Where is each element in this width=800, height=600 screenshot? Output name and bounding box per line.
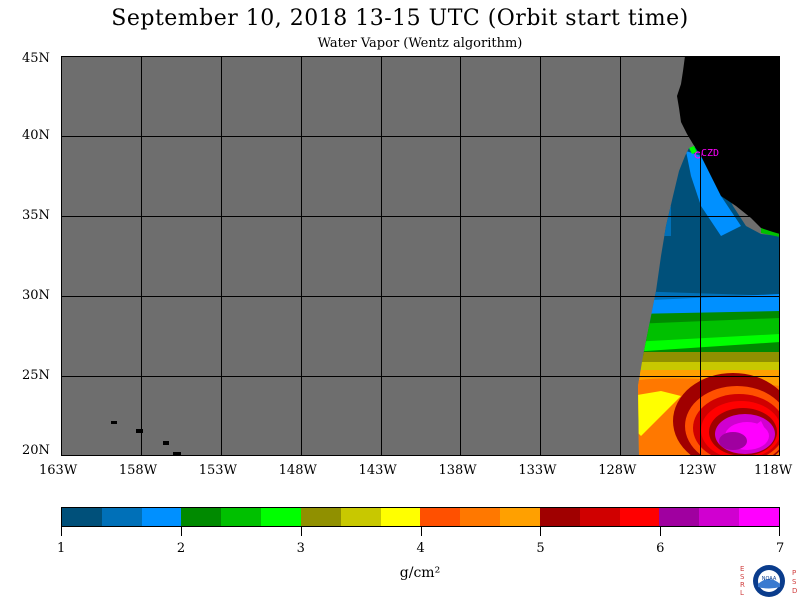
- lon-label: 138W: [438, 463, 477, 478]
- colorbar-segment: [460, 508, 501, 526]
- colorbar-segment: [579, 508, 620, 526]
- colorbar-segment: [300, 508, 341, 526]
- lat-label: 45N: [22, 51, 50, 66]
- colorbar-segment: [699, 508, 740, 526]
- lat-label: 30N: [22, 288, 50, 303]
- lon-label: 133W: [518, 463, 557, 478]
- colorbar-tick-mark: [660, 527, 661, 536]
- colorbar-segment: [340, 508, 381, 526]
- colorbar-tick-label: 4: [416, 541, 425, 556]
- noaa-logo: E S R L NOAA P S D: [740, 565, 797, 597]
- colorbar-segment: [659, 508, 700, 526]
- colorbar-segment: [420, 508, 461, 526]
- lon-label: 118W: [754, 463, 793, 478]
- lon-label: 123W: [678, 463, 717, 478]
- lon-label: 163W: [39, 463, 78, 478]
- colorbar-tick-mark: [779, 527, 780, 536]
- colorbar-segment: [101, 508, 142, 526]
- colorbar-tick-label: 3: [296, 541, 305, 556]
- logo-letter-l: L: [740, 589, 744, 597]
- lat-lon-grid: [61, 56, 780, 456]
- colorbar-tick-label: 1: [57, 541, 66, 556]
- chart-subtitle: Water Vapor (Wentz algorithm): [317, 36, 523, 51]
- colorbar-tick-mark: [301, 527, 302, 536]
- colorbar-tick-label: 5: [536, 541, 545, 556]
- colorbar: [61, 507, 780, 527]
- water-vapor-map: CZD: [61, 56, 780, 456]
- colorbar-segment: [261, 508, 301, 526]
- logo-text: NOAA: [762, 576, 777, 582]
- colorbar-unit: g/cm²: [399, 565, 441, 581]
- chart-title: September 10, 2018 13-15 UTC (Orbit star…: [111, 6, 689, 31]
- colorbar-tick-mark: [421, 527, 422, 536]
- lon-label: 158W: [118, 463, 158, 478]
- colorbar-tick-mark: [61, 527, 62, 536]
- lon-label: 143W: [358, 463, 397, 478]
- logo-letter-d: D: [792, 587, 797, 595]
- colorbar-segment: [619, 508, 660, 526]
- lat-label: 35N: [22, 208, 50, 223]
- colorbar-tick-label: 2: [176, 541, 186, 556]
- colorbar-segment: [500, 508, 540, 526]
- colorbar-segment: [739, 508, 779, 526]
- logo-letter-s: S: [740, 573, 745, 581]
- lon-label: 153W: [198, 463, 237, 478]
- colorbar-segment: [181, 508, 222, 526]
- lat-label: 40N: [22, 128, 50, 143]
- colorbar-segment: [141, 508, 182, 526]
- colorbar-tick-mark: [181, 527, 182, 536]
- colorbar-segment: [221, 508, 262, 526]
- logo-letter-s2: S: [792, 578, 797, 586]
- colorbar-segment: [62, 508, 102, 526]
- logo-letter-r: R: [740, 581, 745, 589]
- lon-label: 128W: [598, 463, 637, 478]
- colorbar-tick-mark: [540, 527, 541, 536]
- logo-letter-e: E: [740, 565, 744, 573]
- lat-label: 25N: [22, 368, 50, 383]
- landmass: [677, 56, 780, 236]
- colorbar-segment: [380, 508, 421, 526]
- lon-label: 148W: [278, 463, 317, 478]
- station-label: CZD: [701, 148, 719, 159]
- colorbar-segment: [539, 508, 580, 526]
- lat-label: 20N: [22, 443, 50, 458]
- logo-letter-p: P: [792, 569, 796, 577]
- colorbar-tick-label: 6: [656, 541, 665, 556]
- colorbar-tick-label: 7: [776, 541, 785, 556]
- hawaii-islands: [111, 421, 181, 456]
